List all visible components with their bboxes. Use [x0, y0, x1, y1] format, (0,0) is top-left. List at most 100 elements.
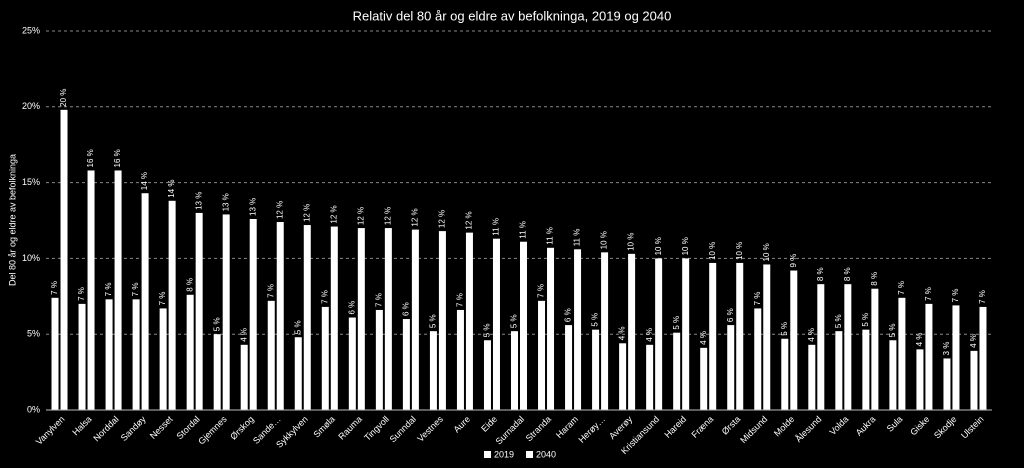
- data-label: 7 %: [158, 292, 167, 306]
- bar: [438, 231, 446, 410]
- data-label: 7 %: [753, 292, 762, 306]
- data-label: 8 %: [185, 278, 194, 292]
- x-tick-label: Fræna: [689, 414, 715, 440]
- bar: [619, 343, 627, 410]
- data-label: 7 %: [924, 287, 933, 301]
- data-label: 10 %: [681, 237, 690, 255]
- legend-swatch: [484, 451, 491, 458]
- bar: [727, 325, 735, 410]
- data-label: 10 %: [627, 233, 636, 251]
- data-label: 4 %: [969, 334, 978, 348]
- y-tick-label: 20%: [22, 101, 40, 111]
- data-label: 20 %: [59, 89, 68, 107]
- bar: [87, 170, 95, 410]
- bar: [114, 170, 122, 410]
- data-label: 10 %: [654, 237, 663, 255]
- bar: [456, 309, 464, 410]
- data-label: 16 %: [113, 149, 122, 167]
- x-tick-label: Aukra: [854, 414, 878, 438]
- data-label: 8 %: [843, 267, 852, 281]
- bar: [673, 332, 681, 410]
- data-label: 7 %: [77, 287, 86, 301]
- bar: [249, 218, 257, 410]
- bar: [411, 229, 419, 410]
- bar: [538, 300, 546, 410]
- data-label: 11 %: [492, 218, 501, 236]
- bar: [60, 109, 68, 410]
- data-label: 6 %: [726, 308, 735, 322]
- bar: [240, 344, 248, 410]
- x-tick-label: Vestnes: [415, 414, 445, 444]
- bar: [871, 288, 879, 410]
- data-label: 5 %: [293, 320, 302, 334]
- data-label: 7 %: [266, 284, 275, 298]
- data-label: 7 %: [320, 290, 329, 304]
- legend-label: 2019: [494, 449, 514, 459]
- bar: [483, 340, 491, 410]
- x-tick-label: Sunndal: [388, 414, 418, 444]
- x-tick-label: Ørsta: [720, 414, 743, 437]
- bar: [943, 358, 951, 410]
- bar: [267, 300, 275, 410]
- data-label: 5 %: [888, 323, 897, 337]
- data-label: 8 %: [816, 267, 825, 281]
- bar: [916, 349, 924, 410]
- bar: [925, 303, 933, 410]
- bar: [321, 306, 329, 410]
- x-tick-label: Herøy…: [576, 414, 607, 445]
- legend-swatch: [526, 451, 533, 458]
- data-label: 7 %: [104, 283, 113, 297]
- bar: [979, 306, 987, 410]
- bar: [168, 200, 176, 410]
- data-label: 5 %: [212, 317, 221, 331]
- data-label: 6 %: [564, 308, 573, 322]
- bar: [565, 325, 573, 410]
- bar: [276, 222, 284, 410]
- x-tick-label: Eide: [479, 414, 499, 434]
- bar: [952, 305, 960, 410]
- data-label: 4 %: [699, 331, 708, 345]
- data-label: 7 %: [537, 284, 546, 298]
- x-tick-label: Gjemnes: [196, 414, 229, 447]
- data-label: 13 %: [248, 198, 257, 216]
- x-tick-label: Sula: [885, 414, 905, 434]
- y-tick-label: 25%: [22, 25, 40, 35]
- bar: [763, 264, 771, 410]
- bar: [754, 308, 762, 410]
- bar: [429, 331, 437, 410]
- chart-title: Relativ del 80 år og eldre av befolkning…: [353, 8, 672, 23]
- data-label: 13 %: [194, 192, 203, 210]
- bar: [330, 226, 338, 410]
- bar: [862, 329, 870, 410]
- bar: [384, 228, 392, 410]
- bar: [105, 299, 113, 410]
- x-tick-label: Halsa: [70, 414, 93, 437]
- data-label: 7 %: [456, 293, 465, 307]
- data-label: 8 %: [870, 272, 879, 286]
- data-label: 7 %: [978, 290, 987, 304]
- bar: [51, 297, 59, 410]
- bar: [655, 258, 663, 410]
- x-tick-label: Aure: [452, 414, 473, 435]
- bar: [970, 350, 978, 410]
- data-label: 5 %: [834, 314, 843, 328]
- x-tick-label: Giske: [908, 414, 931, 437]
- bar: [141, 193, 149, 410]
- x-tick-label: Midsund: [738, 414, 769, 445]
- data-label: 12 %: [383, 207, 392, 225]
- bar: [520, 241, 527, 410]
- x-tick-label: Skodje: [932, 414, 959, 441]
- data-label: 5 %: [483, 323, 492, 337]
- data-label: 4 %: [618, 326, 627, 340]
- bar: [817, 284, 825, 410]
- data-label: 5 %: [429, 314, 438, 328]
- data-label: 12 %: [302, 204, 311, 222]
- bar: [781, 338, 789, 410]
- data-label: 14 %: [140, 172, 149, 190]
- data-label: 16 %: [86, 149, 95, 167]
- data-label: 12 %: [465, 211, 474, 229]
- data-label: 5 %: [780, 322, 789, 336]
- bar: [628, 253, 636, 410]
- legend-label: 2040: [536, 449, 556, 459]
